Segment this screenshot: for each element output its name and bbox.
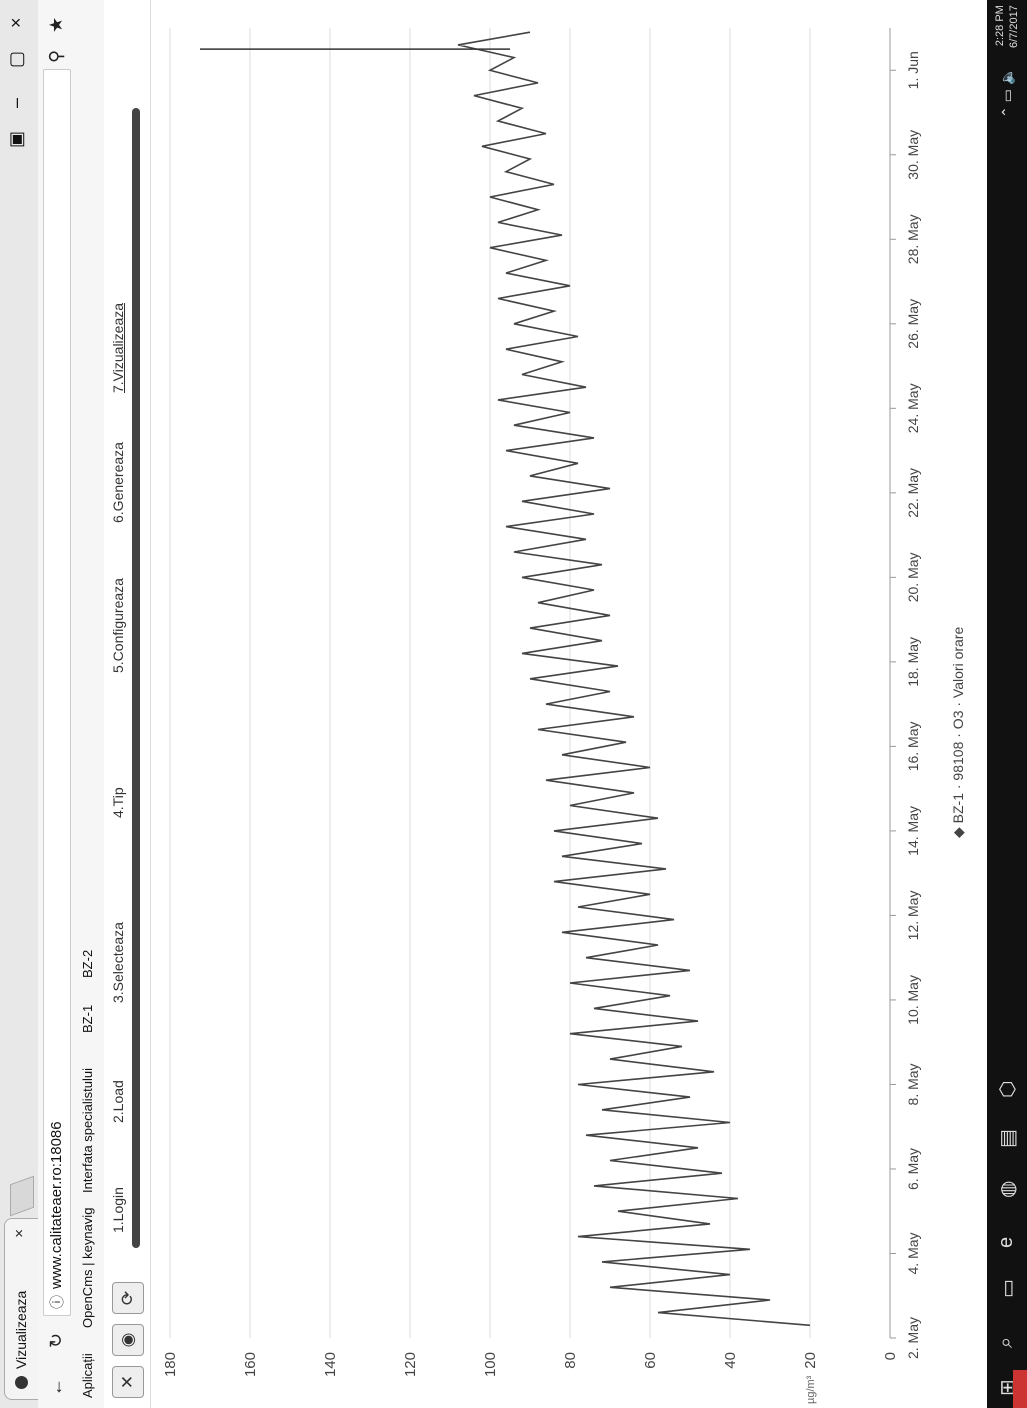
- tab-close-icon[interactable]: ×: [11, 1229, 28, 1238]
- address-input[interactable]: ⓘ www.calitateaer.ro:18086: [43, 69, 71, 1316]
- bookmark-opencms[interactable]: OpenCms | keynavig: [80, 1207, 95, 1328]
- reload-icon[interactable]: ↻: [46, 1332, 66, 1348]
- x-tick-label: 28. May: [905, 214, 921, 264]
- y-tick-label: 180: [162, 1352, 179, 1377]
- window-close-icon[interactable]: ×: [6, 17, 26, 28]
- series-line: [457, 31, 811, 1327]
- bookmarks-bar: Aplicații OpenCms | keynavig Interfata s…: [74, 0, 105, 1408]
- bookmark-bz2[interactable]: BZ-2: [80, 949, 95, 978]
- y-tick-label: 20: [802, 1352, 819, 1369]
- refresh-icon[interactable]: ⟳: [112, 1282, 144, 1314]
- edge-icon[interactable]: e: [995, 1236, 1017, 1248]
- tray-icons[interactable]: ⌃ ▭ 🔈: [999, 67, 1015, 118]
- wizard-progress-bar: [132, 108, 140, 1248]
- x-tick-label: 10. May: [905, 975, 921, 1025]
- clock[interactable]: 2:28 PM 6/7/2017: [993, 5, 1021, 48]
- y-tick-label: 140: [322, 1352, 339, 1377]
- x-tick-label: 6. May: [905, 1148, 921, 1190]
- y-tick-label: 40: [722, 1352, 739, 1369]
- x-tick-label: 1. Jun: [905, 51, 921, 89]
- legend-marker-icon: ◆: [950, 823, 966, 838]
- task-view-icon[interactable]: ▭: [997, 1279, 1019, 1298]
- bookmark-apps[interactable]: Aplicații: [80, 1353, 95, 1398]
- corner-indicator: [1013, 1370, 1027, 1408]
- step-login[interactable]: 1.Login: [110, 1187, 126, 1233]
- y-unit-label: µg/m³: [805, 1375, 817, 1404]
- taskbar: ⊞ ⌕ ▭ e ◍ ▤ ⬡ ⌃ ▭ 🔈 2:28 PM 6/7/2017: [987, 0, 1027, 1408]
- x-tick-label: 12. May: [905, 891, 921, 941]
- clock-time: 2:28 PM: [994, 5, 1006, 47]
- step-genereaza[interactable]: 6.Genereaza: [110, 442, 126, 523]
- search-icon[interactable]: ⌕: [995, 1336, 1017, 1348]
- profile-icon[interactable]: ▣: [6, 130, 26, 148]
- y-tick-label: 100: [482, 1352, 499, 1377]
- x-tick-label: 20. May: [905, 552, 921, 602]
- address-bar-row: ← ↻ ⓘ www.calitateaer.ro:18086 ⚲ ★: [38, 0, 74, 1408]
- x-tick-label: 26. May: [905, 299, 921, 349]
- info-icon[interactable]: ⓘ: [49, 1295, 65, 1309]
- globe-icon[interactable]: ◉: [112, 1324, 144, 1356]
- app-toolbar: ✕ ◉ ⟳ 1.Login 2.Load 3.Selecteaza 4.Tip …: [104, 0, 151, 1408]
- clock-date: 6/7/2017: [1008, 5, 1020, 48]
- line-chart: 0 20 40 60 80 100 120 140 160 180 2. May 4. May 6. M…: [162, 28, 921, 1377]
- url-text: www.calitateaer.ro:18086: [48, 1121, 65, 1289]
- chart-legend[interactable]: ◆ BZ-1 · 98108 · O3 · Valori orare: [950, 627, 967, 838]
- chart-area: 0 20 40 60 80 100 120 140 160 180 2. May 4. May 6. M…: [150, 0, 950, 1408]
- tab-title: Vizualizeaza: [13, 1290, 29, 1369]
- store-icon[interactable]: ⬡: [997, 1080, 1019, 1098]
- step-tip[interactable]: 4.Tip: [110, 787, 126, 818]
- chrome-favicon-icon: [15, 1376, 28, 1389]
- x-tick-label: 18. May: [905, 637, 921, 687]
- y-tick-label: 60: [642, 1352, 659, 1369]
- step-vizualizeaza[interactable]: 7.Vizualizeaza: [110, 302, 126, 393]
- tab-vizualizeaza[interactable]: Vizualizeaza ×: [4, 1218, 39, 1400]
- x-tick-label: 22. May: [905, 468, 921, 518]
- tab-bar: Vizualizeaza × ▣ – ▢ ×: [0, 0, 39, 1408]
- chrome-icon[interactable]: ◍: [997, 1180, 1019, 1198]
- bookmark-bz1[interactable]: BZ-1: [80, 1004, 95, 1033]
- y-tick-label: 120: [402, 1352, 419, 1377]
- extension-icon[interactable]: ⚲: [46, 49, 66, 63]
- x-tick-label: 30. May: [905, 130, 921, 180]
- minimize-icon[interactable]: –: [6, 97, 26, 108]
- y-tick-label: 0: [882, 1352, 899, 1360]
- file-explorer-icon[interactable]: ▤: [997, 1129, 1019, 1148]
- step-load[interactable]: 2.Load: [110, 1080, 126, 1123]
- legend-series-label: BZ-1 · 98108 · O3 · Valori orare: [950, 626, 966, 824]
- y-tick-label: 80: [562, 1352, 579, 1369]
- x-tick-label: 8. May: [905, 1063, 921, 1105]
- star-icon[interactable]: ★: [46, 16, 66, 33]
- x-tick-label: 16. May: [905, 721, 921, 771]
- maximize-icon[interactable]: ▢: [6, 50, 26, 68]
- new-tab-button[interactable]: [10, 1175, 34, 1217]
- x-tick-label: 14. May: [905, 806, 921, 856]
- bookmark-interfata[interactable]: Interfata specialistului: [80, 1067, 95, 1193]
- y-tick-label: 160: [242, 1352, 259, 1377]
- close-icon[interactable]: ✕: [112, 1366, 144, 1398]
- x-tick-label: 24. May: [905, 383, 921, 433]
- step-selecteaza[interactable]: 3.Selecteaza: [110, 922, 126, 1003]
- x-tick-label: 2. May: [905, 1317, 921, 1359]
- back-arrow-icon[interactable]: ←: [46, 1378, 66, 1396]
- step-configureaza[interactable]: 5.Configureaza: [110, 578, 126, 673]
- x-tick-label: 4. May: [905, 1232, 921, 1274]
